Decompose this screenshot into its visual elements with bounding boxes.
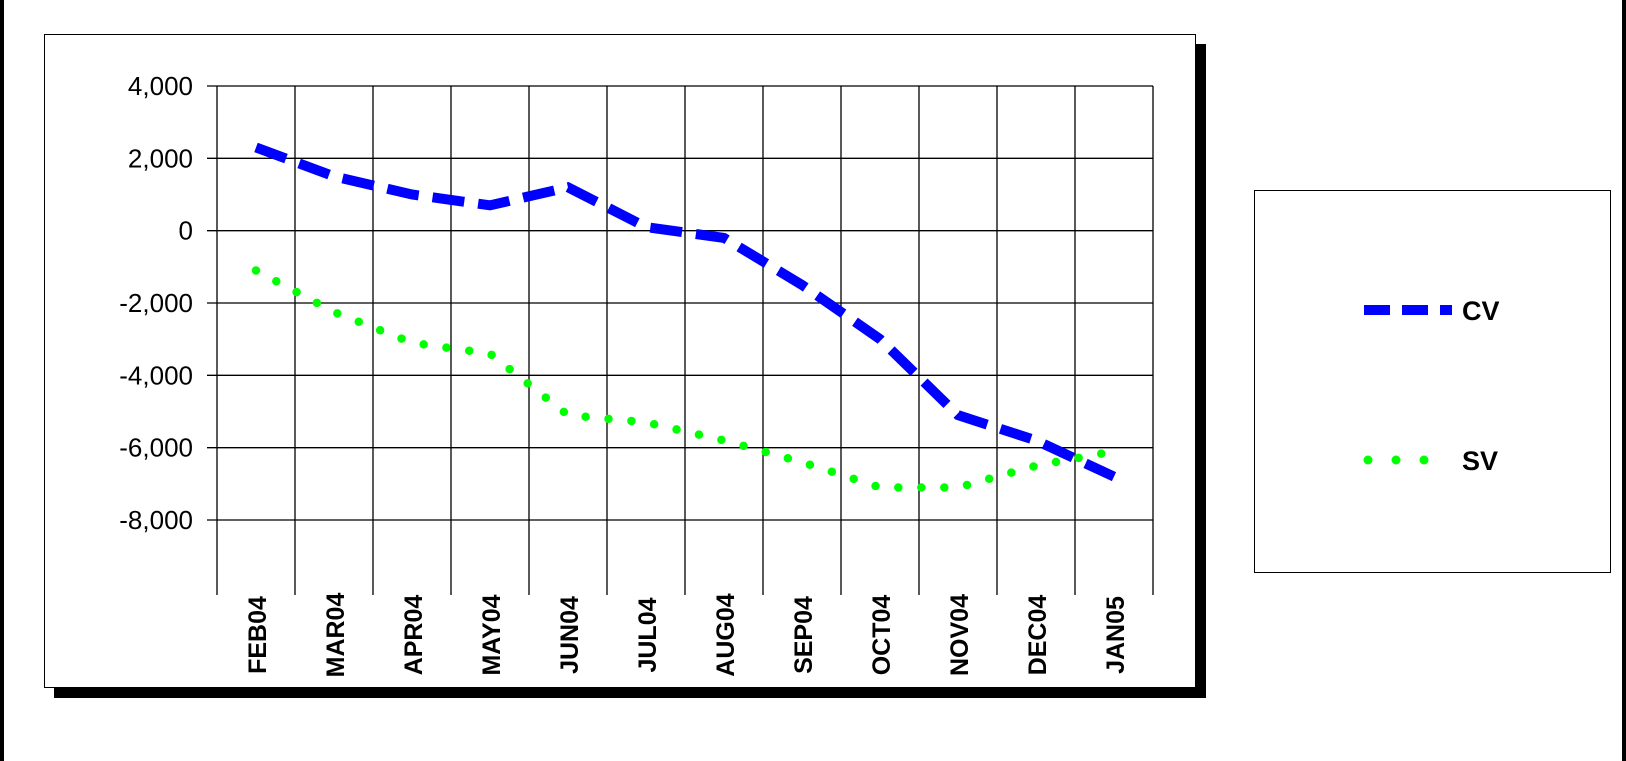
chart-area: 4,000 2,000 0 -2,000 -4,000 -6,000 -8,000 FEB04… — [44, 34, 1196, 688]
x-tick-label: FEB04 — [244, 596, 272, 674]
legend-label-cv: CV — [1462, 296, 1500, 326]
x-tick-label: JUL04 — [634, 597, 662, 672]
y-tick-label: -4,000 — [119, 360, 193, 390]
data-point-cv — [646, 227, 647, 228]
y-tick-label: 4,000 — [128, 71, 193, 101]
y-tick-label: 2,000 — [128, 143, 193, 173]
x-tick-label: OCT04 — [868, 595, 896, 676]
x-tick-label: SEP04 — [790, 596, 818, 674]
legend-label-sv: SV — [1462, 446, 1499, 476]
x-tick-label: JAN05 — [1102, 596, 1130, 674]
y-tick-label: -2,000 — [119, 288, 193, 318]
x-tick-label: NOV04 — [946, 594, 974, 676]
x-tick-label: APR04 — [400, 595, 428, 676]
legend-item-cv: CV — [1255, 290, 1610, 330]
series-line-sv — [251, 266, 1119, 492]
data-point-sv — [1114, 451, 1115, 452]
data-point-sv — [958, 487, 959, 488]
x-tick-label: JUN04 — [556, 596, 584, 674]
x-tick-label: AUG04 — [712, 593, 740, 676]
right-border-line — [1622, 0, 1626, 761]
legend-swatch-cv — [1364, 305, 1452, 315]
series-line-cv — [254, 142, 1117, 482]
data-point-sv — [412, 342, 413, 343]
data-point-sv — [802, 462, 803, 463]
x-tick-label: MAY04 — [478, 594, 506, 675]
line-chart: 4,000 2,000 0 -2,000 -4,000 -6,000 -8,000 FEB04… — [119, 71, 1154, 678]
data-point-sv — [646, 422, 647, 423]
legend-swatch-sv — [1363, 455, 1454, 465]
y-tick-label: -8,000 — [119, 505, 193, 535]
data-point-sv — [568, 415, 569, 416]
x-tick-label: MAR04 — [322, 593, 350, 678]
y-tick-label: -6,000 — [119, 433, 193, 463]
left-border-line — [0, 0, 4, 761]
y-tick-label: 0 — [179, 216, 193, 246]
legend: CV SV — [1254, 190, 1611, 573]
data-point-cv — [1036, 440, 1037, 441]
data-point-cv — [334, 176, 335, 177]
legend-item-sv: SV — [1255, 440, 1610, 480]
x-tick-label: DEC04 — [1024, 595, 1052, 676]
